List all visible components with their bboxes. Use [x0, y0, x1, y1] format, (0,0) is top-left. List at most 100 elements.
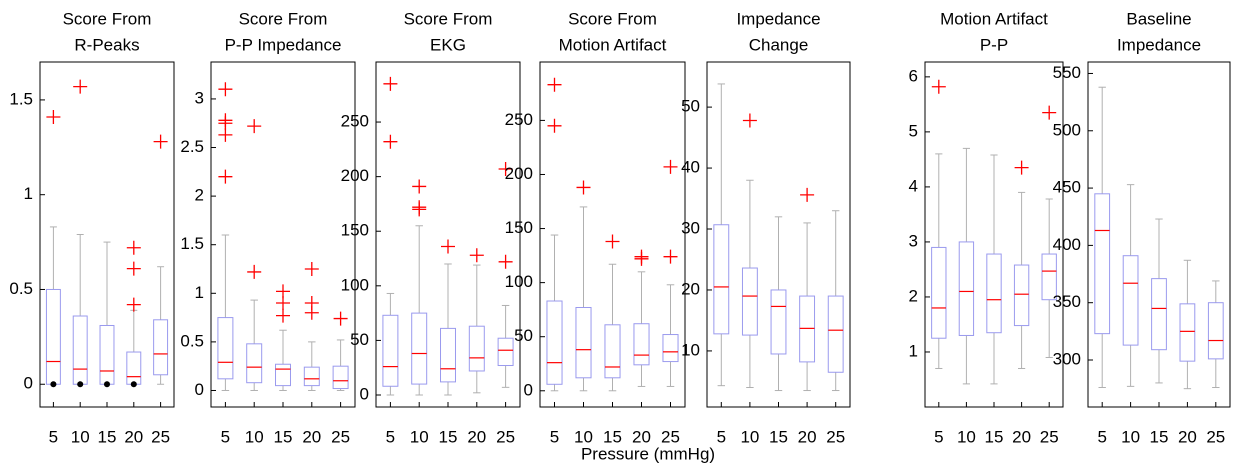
dot — [77, 381, 84, 388]
outlier — [304, 296, 319, 311]
box — [1179, 303, 1196, 362]
box — [217, 317, 234, 380]
x-tick-label: 15 — [1150, 427, 1169, 446]
box — [770, 289, 787, 355]
y-tick-label: 1 — [909, 341, 918, 360]
subplot-title: Change — [749, 35, 809, 54]
box — [411, 312, 428, 385]
y-tick-label: 200 — [341, 166, 369, 185]
box — [45, 288, 61, 385]
y-tick-label: 40 — [681, 158, 700, 177]
y-tick-label: 1 — [24, 184, 33, 203]
outlier — [218, 82, 233, 97]
x-tick-label: 15 — [439, 427, 458, 446]
x-tick-label: 10 — [574, 427, 593, 446]
box — [958, 241, 975, 336]
box — [72, 315, 88, 385]
outlier — [276, 284, 290, 299]
outlier — [547, 77, 562, 92]
outlier — [304, 262, 319, 276]
x-tick-label: 5 — [1097, 427, 1106, 446]
x-tick-label: 20 — [124, 427, 143, 446]
outlier — [73, 79, 88, 94]
y-tick-label: 20 — [681, 279, 700, 298]
x-tick-label: 5 — [934, 427, 943, 446]
outlier — [126, 240, 141, 255]
box — [1041, 253, 1057, 301]
outlier — [498, 161, 513, 176]
outlier — [576, 180, 591, 195]
subplot-title: Motion Artifact — [940, 9, 1048, 28]
y-tick-label: 1.5 — [9, 89, 33, 108]
x-tick-label: 10 — [740, 427, 759, 446]
box — [741, 267, 758, 336]
y-tick-label: 50 — [350, 330, 369, 349]
box — [713, 224, 730, 335]
x-tick-label: 10 — [410, 427, 429, 446]
subplot-title: R-Peaks — [74, 35, 139, 54]
outlier — [498, 254, 513, 269]
y-tick-label: 3 — [195, 88, 204, 107]
y-tick-label: 5 — [909, 121, 918, 140]
x-tick-label: 25 — [1206, 427, 1225, 446]
subplot-title: Motion Artifact — [559, 35, 667, 54]
dot — [104, 381, 110, 388]
outlier — [663, 249, 678, 264]
x-tick-label: 25 — [151, 427, 170, 446]
box — [1122, 255, 1139, 346]
box — [1151, 278, 1167, 351]
x-tick-label: 15 — [98, 427, 117, 446]
y-tick-label: 350 — [1053, 292, 1081, 311]
x-tick-label: 20 — [1178, 427, 1197, 446]
x-tick-label: 5 — [386, 427, 395, 446]
outlier — [247, 264, 262, 279]
y-tick-label: 400 — [1053, 235, 1081, 254]
y-tick-label: 150 — [341, 221, 369, 240]
outlier — [663, 159, 678, 174]
y-tick-label: 0 — [360, 384, 369, 403]
x-tick-label: 15 — [769, 427, 788, 446]
outlier — [153, 134, 168, 149]
outlier — [1042, 105, 1057, 120]
box — [799, 295, 816, 363]
x-tick-label: 15 — [985, 427, 1004, 446]
y-tick-label: 450 — [1053, 178, 1081, 197]
box — [1207, 302, 1224, 360]
y-tick-label: 2 — [909, 286, 918, 305]
box — [546, 300, 563, 385]
box — [1094, 193, 1111, 335]
subplot-title: Score From — [239, 9, 328, 28]
y-tick-label: 100 — [341, 275, 369, 294]
outlier — [412, 200, 427, 215]
outlier — [634, 249, 649, 264]
y-tick-label: 4 — [909, 176, 918, 195]
x-tick-label: 20 — [798, 427, 817, 446]
x-tick-label: 5 — [717, 427, 726, 446]
box — [497, 337, 514, 367]
outlier — [218, 169, 233, 184]
outlier — [412, 179, 427, 194]
x-tick-label: 20 — [632, 427, 651, 446]
y-tick-label: 2.5 — [180, 137, 204, 156]
y-tick-label: 2 — [195, 186, 204, 205]
subplot-title: P-P — [980, 35, 1008, 54]
outlier — [276, 308, 290, 323]
subplot-title: Impedance — [1117, 35, 1201, 54]
outlier — [800, 187, 815, 202]
box — [604, 324, 621, 379]
box — [662, 334, 679, 363]
y-tick-label: 50 — [514, 326, 533, 345]
x-tick-label: 15 — [274, 427, 293, 446]
outlier — [742, 113, 757, 128]
subplot-title: EKG — [430, 35, 466, 54]
x-tick-label: 25 — [1040, 427, 1059, 446]
x-tick-label: 10 — [245, 427, 264, 446]
box — [153, 319, 169, 376]
box — [126, 351, 142, 385]
y-tick-label: 0.5 — [180, 331, 204, 350]
x-tick-label: 10 — [1121, 427, 1140, 446]
y-tick-label: 0.5 — [9, 279, 33, 298]
x-tick-label: 5 — [550, 427, 559, 446]
box — [440, 327, 456, 383]
outlier — [469, 248, 484, 263]
